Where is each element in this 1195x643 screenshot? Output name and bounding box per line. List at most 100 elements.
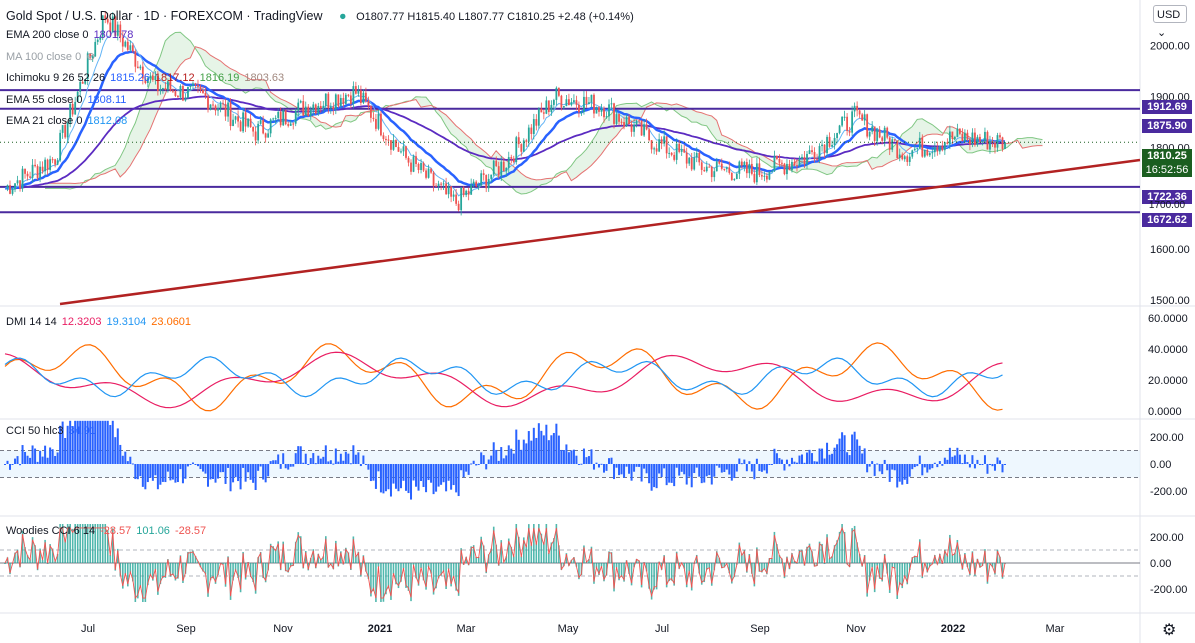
legend-cci[interactable]: CCI 50 hlc3 34.91	[6, 425, 97, 437]
currency-dropdown[interactable]: USD ⌄	[1153, 5, 1187, 39]
cci-bar	[958, 454, 961, 464]
woodies-hist	[111, 528, 114, 563]
woodies-hist	[665, 563, 668, 588]
cci-bar	[440, 464, 443, 485]
candle-body	[189, 85, 192, 87]
cci-bar	[590, 449, 593, 464]
cci-bar	[525, 443, 528, 464]
woodies-hist	[184, 563, 187, 574]
cci-bar	[928, 464, 931, 470]
woodies-hist	[317, 553, 320, 563]
candle-body	[415, 156, 417, 164]
candle-body	[407, 157, 410, 163]
cci-bar	[217, 464, 220, 479]
candle-body	[868, 131, 871, 137]
woodies-hist	[570, 559, 573, 563]
woodies-hist	[360, 563, 362, 577]
cci-bar	[490, 455, 493, 464]
cci-bar	[843, 435, 846, 464]
candle-body	[365, 92, 367, 101]
candle-body	[608, 104, 610, 117]
cci-bar	[793, 461, 796, 464]
cci-bar	[710, 464, 713, 485]
legend-ma100[interactable]: MA 100 close 0 ⊘	[6, 51, 96, 63]
woodies-hist	[828, 558, 831, 563]
cci-bar	[813, 461, 816, 464]
candle-body	[803, 156, 806, 165]
candle-body	[540, 108, 543, 113]
cci-bar	[342, 460, 345, 464]
cci-bar	[9, 464, 12, 470]
candle-body	[164, 88, 167, 90]
woodies-hist	[144, 563, 147, 602]
cci-bar	[808, 449, 811, 464]
cci-bar	[685, 464, 688, 485]
cci-bar	[174, 464, 177, 483]
cci-bar	[84, 420, 87, 464]
legend-ichimoku[interactable]: Ichimoku 9 26 52 26 1815.26 1817.12 1816.19…	[6, 72, 285, 84]
candle-body	[204, 92, 207, 96]
cci-bar	[595, 462, 598, 464]
woodies-hist	[457, 563, 460, 596]
woodies-hist	[232, 563, 234, 581]
cci-bar	[758, 464, 761, 472]
woodies-hist	[723, 563, 726, 568]
legend-ema200[interactable]: EMA 200 close 0 1801.78	[6, 29, 134, 41]
candle-body	[9, 185, 11, 194]
woodies-hist	[733, 563, 736, 578]
cci-bar	[602, 464, 605, 473]
woodies-hist	[974, 563, 976, 576]
cci-bar	[274, 460, 277, 464]
woodies-hist	[645, 563, 648, 572]
candle-body	[36, 166, 39, 178]
candle-body	[375, 119, 377, 129]
candle-body	[465, 190, 468, 196]
cci-bar	[425, 464, 428, 493]
woodies-hist	[46, 563, 49, 564]
woodies-hist	[558, 545, 560, 563]
woodies-hist	[9, 563, 11, 575]
candle-body	[161, 88, 164, 90]
woodies-hist	[119, 563, 122, 576]
candle-body	[918, 137, 921, 149]
legend-dmi[interactable]: DMI 14 14 12.3203 19.3104 23.0601	[6, 316, 192, 328]
cci-bar	[455, 464, 458, 493]
candle-body	[179, 85, 182, 98]
chart-title[interactable]: Gold Spot / U.S. Dollar · 1D · FOREXCOM …	[6, 9, 323, 23]
candle-body	[675, 143, 678, 160]
legend-ema55[interactable]: EMA 55 close 0 1808.11	[6, 94, 127, 106]
cci-bar	[71, 426, 74, 464]
woodies-hist	[367, 563, 370, 579]
candle-body	[856, 105, 859, 111]
cci-bar	[690, 464, 693, 488]
settings-icon[interactable]: ⚙	[1162, 622, 1177, 639]
cci-bar	[96, 420, 99, 464]
candle-body	[182, 85, 184, 101]
candle-body	[525, 140, 528, 142]
cci-bar	[262, 464, 265, 480]
candle-body	[613, 103, 615, 124]
candle-body	[282, 110, 285, 126]
candle-body	[495, 160, 498, 167]
eye-off-icon[interactable]: ⊘	[86, 51, 96, 63]
candle-body	[109, 22, 112, 33]
candle-body	[187, 86, 189, 98]
cci-tick-label: -200.00	[1150, 486, 1187, 498]
legend-ema21[interactable]: EMA 21 close 0 1812.08	[6, 115, 128, 127]
candle-body	[793, 161, 796, 166]
cci-bar	[234, 464, 237, 478]
woodies-hist	[776, 544, 778, 563]
cci-bar	[189, 464, 192, 465]
candle-body	[344, 94, 347, 104]
legend-woodies[interactable]: Woodies CCI 6 14 -28.57 101.06 -28.57	[6, 525, 207, 537]
candle-body	[883, 127, 886, 141]
cci-bar	[773, 448, 776, 464]
cci-bar	[212, 464, 215, 479]
woodies-hist	[34, 545, 36, 563]
ema200-line	[4, 95, 1006, 190]
cci-bar	[888, 464, 891, 482]
woodies-hist	[380, 563, 382, 602]
woodies-hist	[954, 552, 956, 563]
woodies-hist	[791, 553, 793, 563]
